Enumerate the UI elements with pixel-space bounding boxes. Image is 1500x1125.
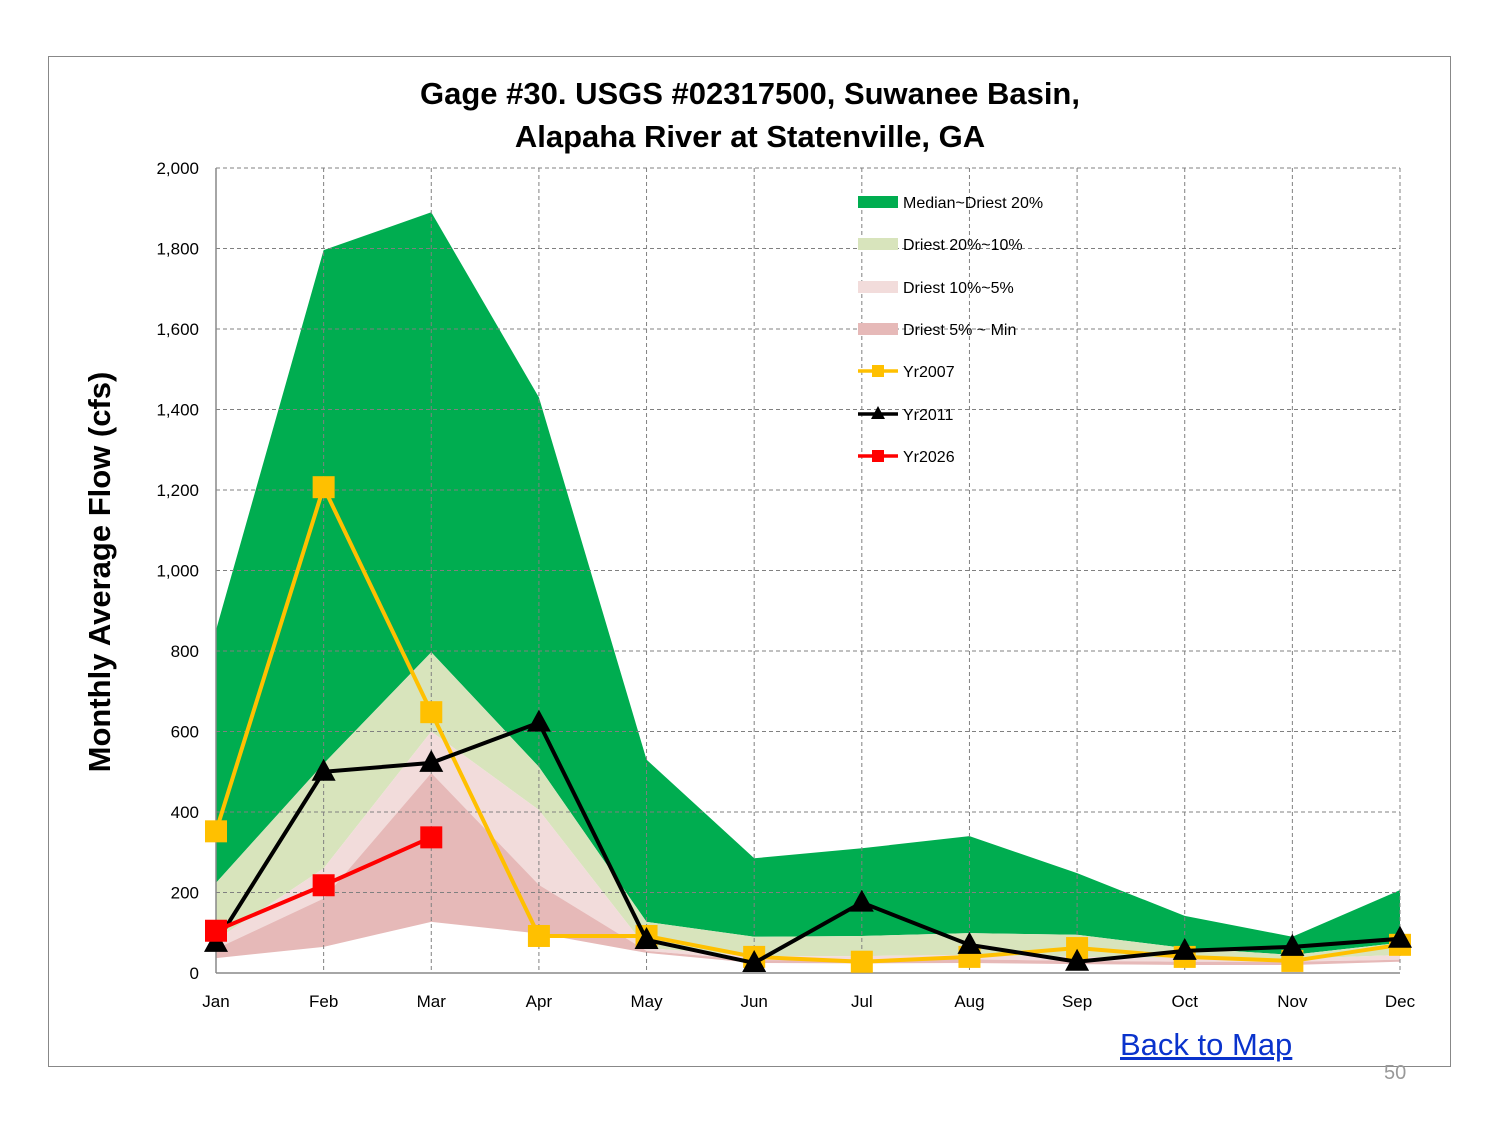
- y-tick-label: 0: [190, 964, 199, 983]
- marker-Yr2026: [420, 826, 443, 849]
- marker-Yr2007: [527, 924, 550, 947]
- legend-label: Yr2026: [903, 449, 955, 466]
- legend-swatch: [858, 281, 898, 293]
- marker-Yr2011: [1388, 925, 1412, 948]
- x-tick-label: Aug: [954, 992, 984, 1011]
- y-tick-label: 600: [171, 723, 199, 742]
- x-tick-label: Feb: [309, 992, 338, 1011]
- marker-Yr2007: [1066, 937, 1089, 960]
- marker-Yr2011: [1172, 937, 1197, 960]
- y-tick-label: 1,400: [156, 401, 199, 420]
- slide-frame: [48, 56, 1451, 1067]
- x-tick-label: Jul: [851, 992, 873, 1011]
- y-tick-label: 1,200: [156, 481, 199, 500]
- x-tick-label: Nov: [1277, 992, 1308, 1011]
- marker-Yr2007: [312, 476, 335, 499]
- x-tick-label: Mar: [417, 992, 447, 1011]
- marker-Yr2011: [1065, 948, 1090, 971]
- y-tick-label: 2,000: [156, 159, 199, 178]
- marker-Yr2011: [634, 926, 659, 949]
- marker-Yr2011: [849, 889, 874, 912]
- legend-label: Median~Driest 20%: [903, 195, 1043, 212]
- series-line-Yr2007: [214, 481, 1401, 964]
- marker-Yr2007: [205, 820, 227, 843]
- marker-Yr2011: [419, 749, 444, 772]
- chart-title: Gage #30. USGS #02317500, Suwanee Basin,…: [300, 72, 1200, 158]
- legend-label: Driest 20%~10%: [903, 237, 1023, 254]
- y-tick-label: 1,800: [156, 240, 199, 259]
- marker-Yr2026: [205, 919, 227, 942]
- x-tick-label: Dec: [1385, 992, 1416, 1011]
- legend-marker: [872, 450, 884, 462]
- marker-Yr2007: [420, 701, 443, 724]
- y-tick-label: 800: [171, 642, 199, 661]
- band-3: [216, 772, 1400, 965]
- legend-marker: [872, 365, 884, 377]
- marker-Yr2007: [850, 950, 873, 973]
- legend-swatch: [858, 323, 898, 335]
- marker-Yr2011: [957, 931, 982, 954]
- x-tick-label: Jun: [740, 992, 767, 1011]
- marker-Yr2026: [312, 874, 335, 897]
- legend-label: Yr2011: [903, 407, 954, 424]
- y-tick-label: 1,600: [156, 320, 199, 339]
- x-tick-label: Apr: [526, 992, 553, 1011]
- y-tick-label: 200: [171, 884, 199, 903]
- marker-Yr2011: [311, 758, 336, 781]
- legend-label: Driest 5% ~ Min: [903, 322, 1016, 339]
- legend-label: Yr2007: [903, 364, 955, 381]
- legend-marker: [871, 406, 885, 419]
- x-tick-label: Sep: [1062, 992, 1092, 1011]
- series-line-Yr2011: [214, 720, 1401, 966]
- x-tick-label: Oct: [1172, 992, 1199, 1011]
- title-line-2: Alapaha River at Statenville, GA: [514, 119, 986, 154]
- band-0: [216, 212, 1400, 955]
- y-tick-label: 1,000: [156, 562, 199, 581]
- marker-Yr2011: [526, 709, 551, 732]
- x-tick-label: May: [630, 992, 663, 1011]
- title-line-1: Gage #30. USGS #02317500, Suwanee Basin,: [420, 76, 1080, 111]
- y-tick-label: 400: [171, 803, 199, 822]
- legend-swatch: [858, 238, 898, 250]
- x-tick-label: Jan: [202, 992, 229, 1011]
- back-to-map-link[interactable]: Back to Map: [1120, 1027, 1293, 1062]
- marker-Yr2011: [742, 949, 767, 972]
- marker-Yr2011: [1280, 933, 1305, 956]
- legend-label: Driest 10%~5%: [903, 280, 1014, 297]
- page-number: 50: [1384, 1062, 1407, 1084]
- legend-swatch: [858, 196, 898, 208]
